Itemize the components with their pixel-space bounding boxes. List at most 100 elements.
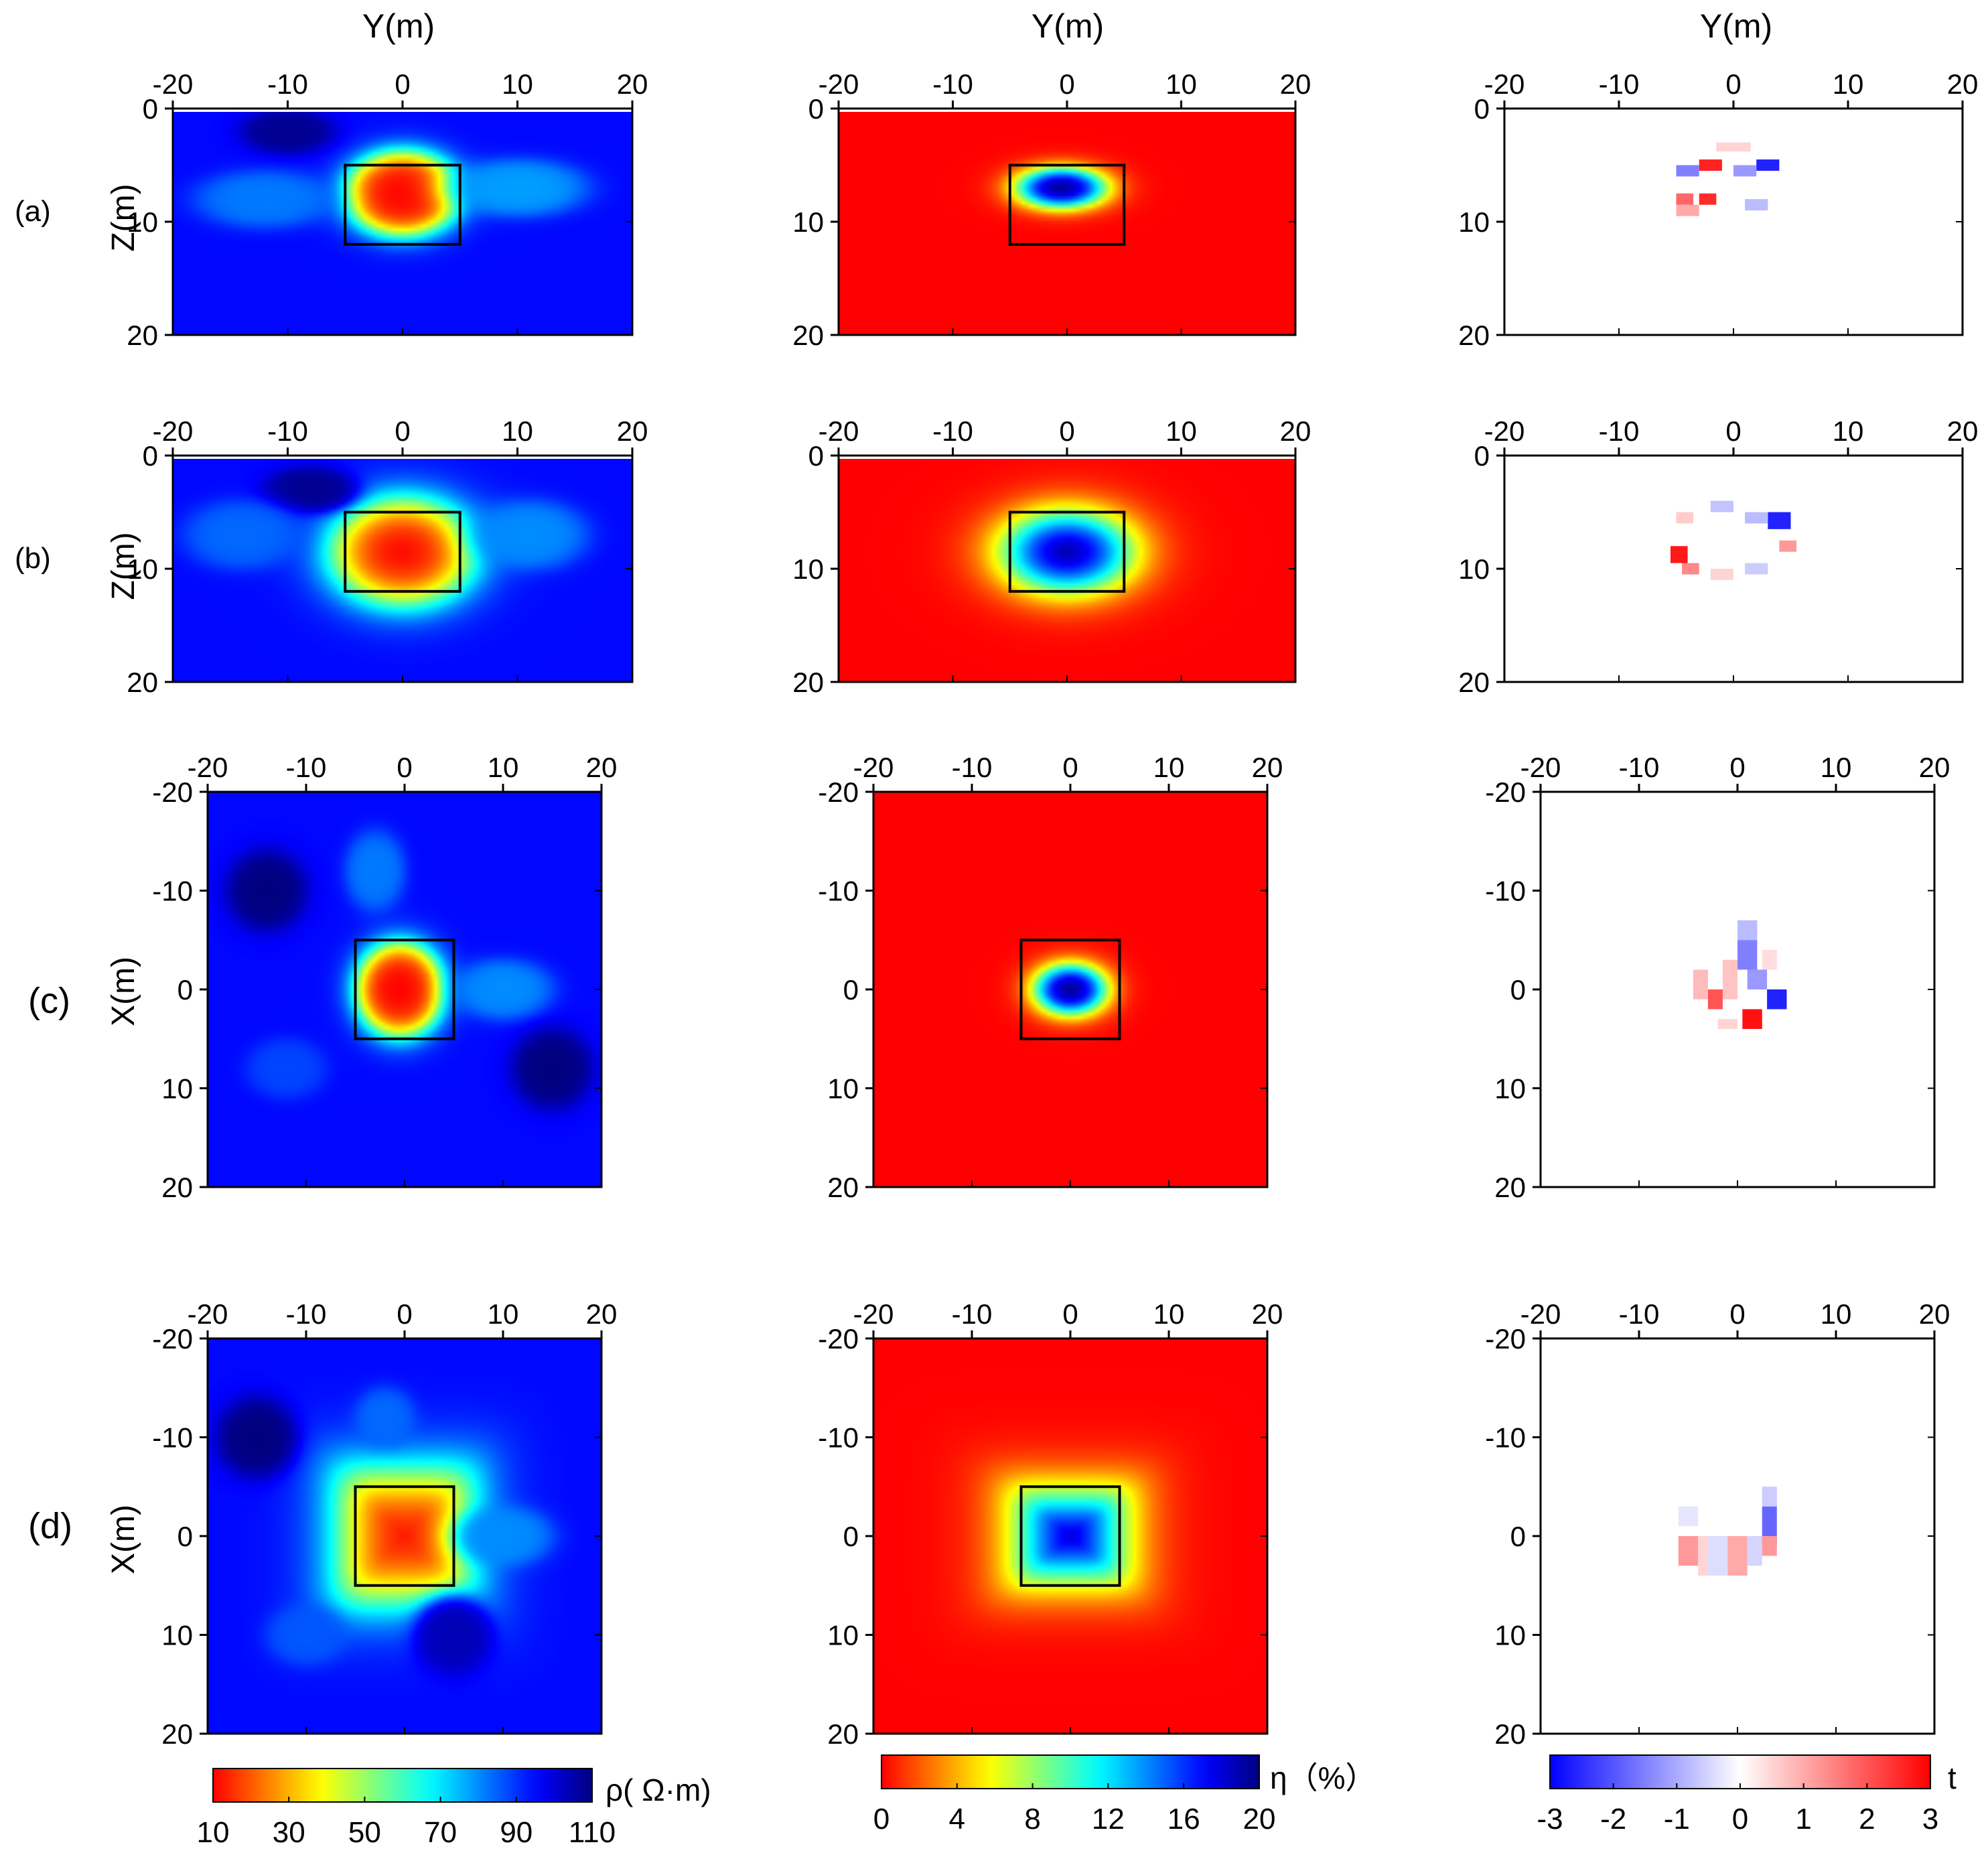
x-tick-label: -10 [286,1298,327,1330]
x-tick-label: 0 [395,415,410,447]
y-tick-label: -20 [818,776,859,808]
y-tick-label: 10 [1458,206,1490,238]
x-tick-label: 10 [1153,1298,1185,1330]
colorbar-tick-label: 0 [873,1803,890,1836]
colorbar-tick-label: 30 [273,1816,305,1849]
x-tick-label: 10 [1833,68,1864,100]
heatmap-raster [839,456,1295,682]
heatmap-raster [873,792,1267,1187]
y-tick-label: 10 [827,1073,859,1105]
tstat-cell [1779,540,1797,552]
true-model-box [354,1485,455,1587]
y-tick-label: 20 [1494,1718,1526,1750]
x-tick-label: 20 [586,1298,618,1330]
tstat-cell [1710,500,1733,512]
y-tick-label: 0 [1510,1521,1526,1552]
x-tick-label: 20 [617,415,648,447]
tstat-cell [1693,969,1708,999]
x-tick-label: -20 [1520,1298,1561,1330]
colorbar-label-chargeability: η（%） [1270,1760,1376,1795]
tstat-cell [1707,1536,1728,1576]
ylabel-d: X(m) [106,1505,141,1574]
tstat-cell [1699,193,1717,205]
y-tick-label: 0 [178,1521,193,1552]
tstat-cell [1676,204,1699,216]
colorbar-tick-label: 8 [1024,1803,1040,1836]
x-tick-label: 0 [397,1298,412,1330]
true-model-box [1008,163,1126,246]
x-tick-label: 0 [397,752,412,783]
surface-strip [173,109,632,112]
row-label-b: (b) [15,542,51,575]
heatmap-a-tstat [1504,109,1963,335]
colorbars-layer: 10 30 50 70 90 110 0 4 8 12 16 20 -3 -2 -1 0 1 2 3 [197,1754,1938,1849]
y-tick-label: 0 [1474,440,1490,472]
tstat-cell [1678,1536,1699,1566]
tstat-cell [1733,165,1757,177]
colorbar-tick-label: 3 [1922,1803,1938,1836]
true-model-box [354,939,455,1040]
tstat-cell [1676,193,1694,205]
surface-strip [839,456,1295,459]
tstat-cell [1722,959,1737,999]
colorbar-tick-label: 2 [1859,1803,1875,1836]
colorbar-label-tstat: t [1948,1760,1957,1795]
heatmap-raster [208,1338,601,1734]
y-tick-label: -20 [1485,1323,1526,1355]
x-tick-label: -20 [819,68,859,100]
y-tick-label: -10 [152,1422,193,1454]
colorbar-gradient [212,1768,593,1803]
x-tick-label: 0 [1729,752,1745,783]
tstat-cell [1762,1486,1777,1507]
colorbar-tick-label: 1 [1795,1803,1811,1836]
y-tick-label: 10 [792,553,824,585]
y-tick-label: -10 [818,1422,859,1454]
tstat-cell [1747,1536,1762,1566]
x-tick-label: -20 [853,1298,894,1330]
heatmap-b-tstat [1504,456,1963,682]
row-label-a: (a) [15,195,51,228]
tstat-cell [1678,1506,1699,1527]
y-tick-label: 20 [1458,667,1490,698]
x-tick-label: 20 [1947,415,1979,447]
true-model-box [1008,510,1126,593]
heatmap-raster [173,456,632,682]
heatmap-a-chargeability [839,109,1295,335]
heatmap-d-resistivity [208,1338,601,1734]
x-tick-label: -10 [932,68,973,100]
x-tick-label: -10 [286,752,327,783]
colorbar-tick-label: -1 [1664,1803,1690,1836]
y-tick-label: 0 [808,440,824,472]
x-tick-label: -20 [853,752,894,783]
x-tick-label: -10 [267,415,308,447]
x-tick-label: -10 [952,1298,993,1330]
y-tick-label: -10 [818,876,859,907]
x-tick-label: 20 [1919,1298,1950,1330]
y-tick-label: 0 [808,93,824,125]
y-tick-label: 20 [161,1172,193,1203]
tstat-cell [1676,165,1699,177]
top-axis-title-col2: Y(m) [1032,7,1104,45]
y-tick-label: 10 [161,1620,193,1651]
colorbar-chargeability: 0 4 8 12 16 20 [873,1754,1275,1836]
x-tick-label: -20 [153,68,194,100]
x-tick-label: 20 [586,752,618,783]
x-tick-label: 0 [395,68,410,100]
panel-b-chargeability: -20 -10 0 10 20 0 10 20 [792,415,1311,698]
x-tick-label: 10 [1165,415,1197,447]
tstat-cell [1737,940,1758,970]
colorbar-gradient [881,1754,1260,1789]
y-tick-label: -20 [818,1323,859,1355]
y-tick-label: 0 [843,1521,859,1552]
y-tick-label: 10 [127,553,158,585]
x-tick-label: 0 [1725,415,1741,447]
x-tick-label: 20 [1280,68,1311,100]
y-tick-label: 20 [1458,320,1490,351]
x-tick-label: 20 [1280,415,1311,447]
panel-b-tstat: -20 -10 0 10 20 0 10 20 [1458,415,1978,698]
x-tick-label: 10 [1833,415,1864,447]
y-tick-label: 10 [792,206,824,238]
tstat-cell [1762,1536,1777,1556]
tstat-cell [1745,512,1768,524]
